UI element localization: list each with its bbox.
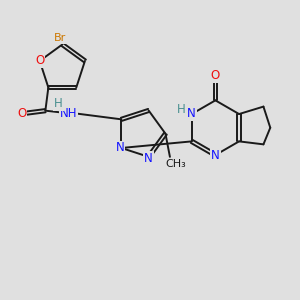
Text: N: N	[144, 152, 153, 165]
Text: O: O	[35, 54, 44, 68]
Text: N: N	[187, 107, 196, 120]
Text: H: H	[54, 97, 63, 110]
Text: O: O	[211, 70, 220, 83]
Text: CH₃: CH₃	[165, 159, 186, 169]
Text: N: N	[211, 149, 220, 162]
Text: O: O	[17, 106, 26, 120]
Text: H: H	[177, 103, 186, 116]
Text: NH: NH	[60, 106, 78, 120]
Text: Br: Br	[54, 33, 66, 43]
Text: N: N	[116, 142, 124, 154]
